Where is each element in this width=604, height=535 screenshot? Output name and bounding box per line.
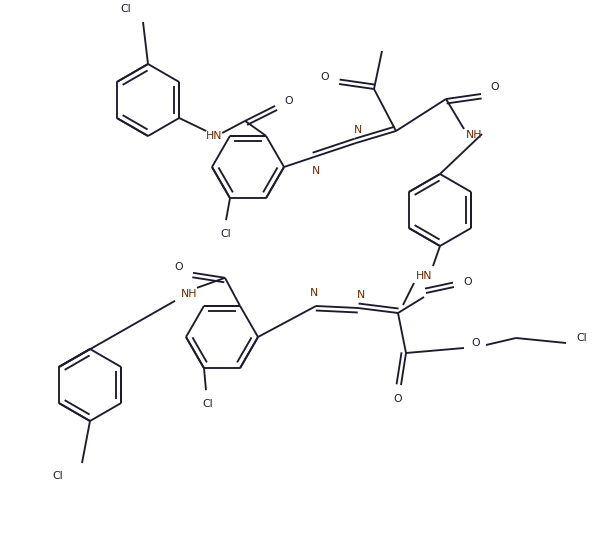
Text: N: N [312,166,320,176]
Text: Cl: Cl [577,333,587,343]
Text: NH: NH [466,130,482,140]
Text: O: O [472,338,480,348]
Text: HN: HN [206,131,222,141]
Text: N: N [357,290,365,300]
Text: NH: NH [181,289,198,299]
Text: O: O [464,277,472,287]
Text: O: O [321,72,329,82]
Text: N: N [354,125,362,135]
Text: O: O [394,394,402,404]
Text: HN: HN [416,271,432,281]
Text: N: N [310,288,318,298]
Text: Cl: Cl [121,4,131,14]
Text: O: O [490,82,500,92]
Text: O: O [284,96,294,106]
Text: Cl: Cl [203,399,213,409]
Text: Cl: Cl [220,229,231,239]
Text: O: O [175,262,183,272]
Text: Cl: Cl [53,471,63,481]
